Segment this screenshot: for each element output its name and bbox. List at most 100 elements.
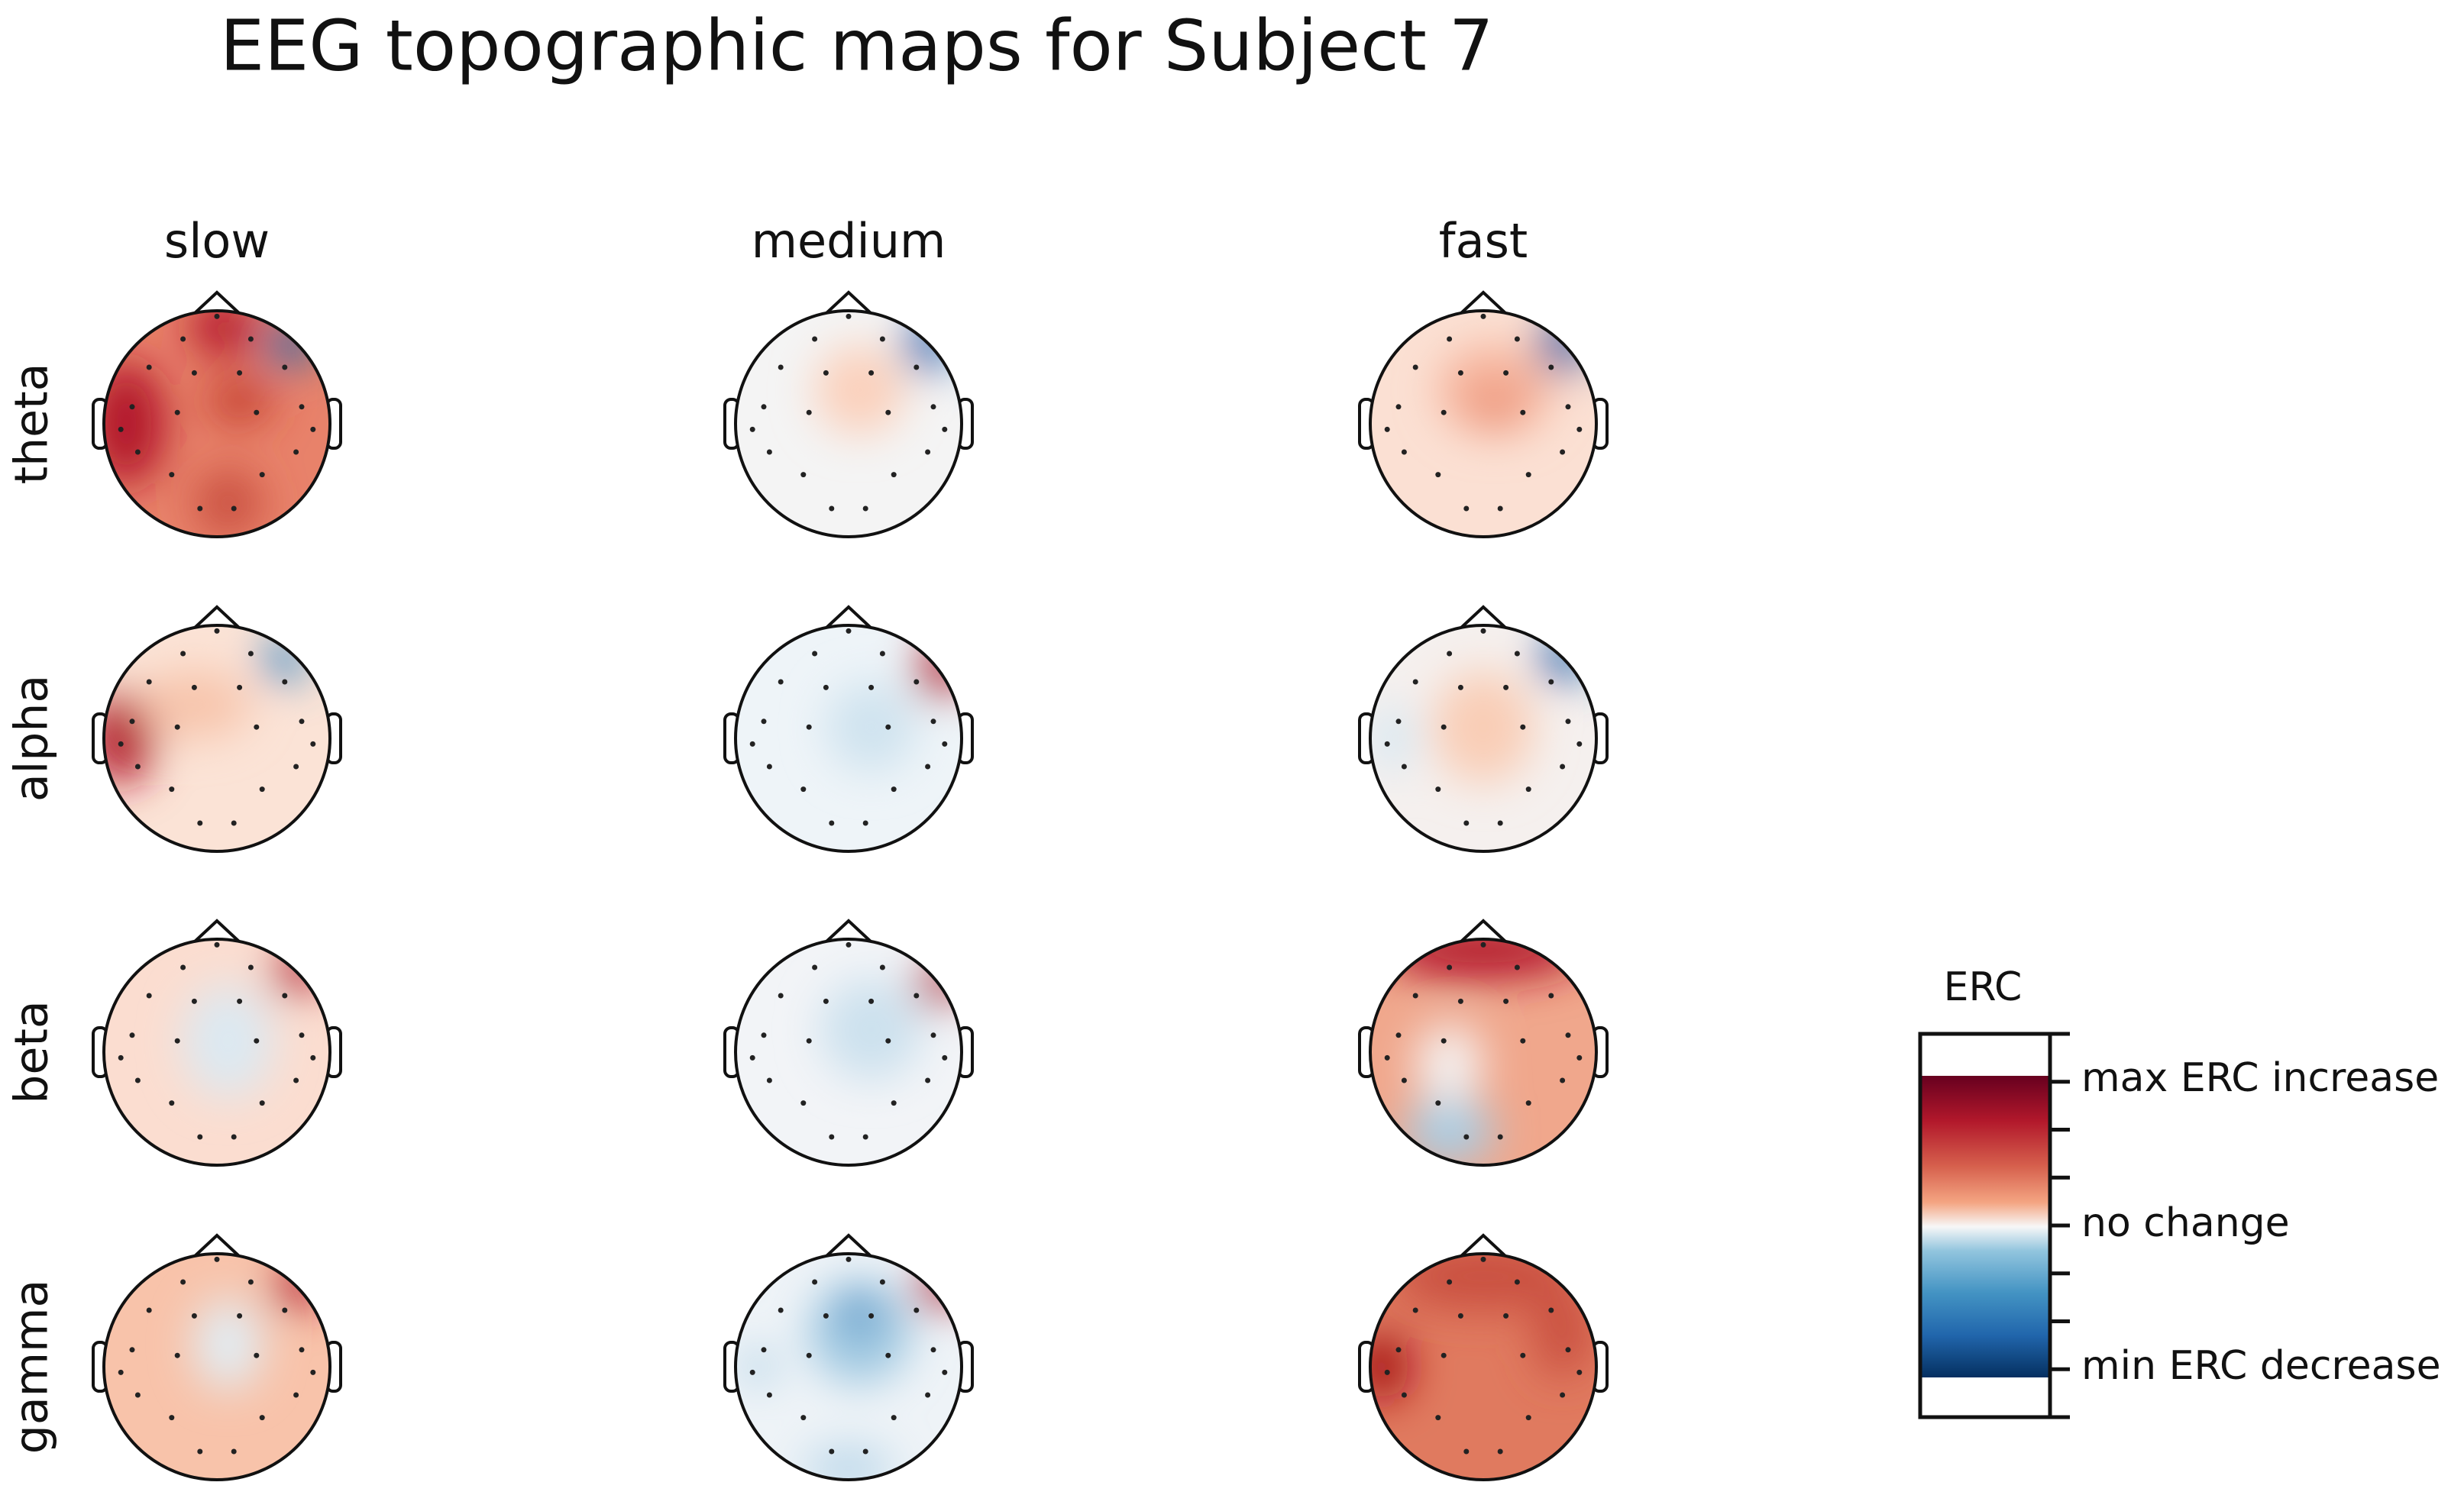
topomap — [92, 919, 342, 1167]
sensor — [766, 1392, 772, 1398]
sensor — [1480, 941, 1486, 948]
sensor — [214, 313, 220, 319]
sensor — [1441, 1038, 1447, 1044]
sensor — [749, 741, 755, 747]
sensor — [925, 1077, 931, 1083]
sensor — [1447, 1279, 1453, 1285]
sensor — [299, 404, 305, 410]
sensor — [146, 993, 152, 999]
sensor — [174, 409, 180, 415]
sensor — [129, 718, 135, 725]
map-blobs — [104, 311, 313, 537]
sensor — [174, 1038, 180, 1044]
colorbar-ticks — [2050, 1032, 2070, 1419]
sensor — [823, 1313, 829, 1319]
sensor — [1441, 724, 1447, 730]
sensor — [778, 364, 784, 370]
map-blob — [1404, 1097, 1495, 1165]
map-fill — [104, 625, 330, 851]
sensor — [749, 1054, 755, 1061]
colorbar-gradient — [1920, 1076, 2050, 1377]
sensor — [1480, 628, 1486, 634]
sensor — [197, 505, 203, 512]
row-label: alpha — [5, 675, 59, 802]
sensor — [1463, 1134, 1470, 1140]
sensor — [197, 820, 203, 826]
sensor — [1548, 679, 1554, 685]
nose — [824, 919, 873, 944]
sensor — [766, 1077, 772, 1083]
sensor — [891, 472, 897, 478]
sensor — [800, 472, 807, 478]
sensor — [829, 820, 835, 826]
sensor — [930, 1347, 936, 1353]
sensor — [806, 1352, 812, 1358]
map-blob — [194, 469, 263, 537]
sensor — [823, 998, 829, 1004]
sensor — [134, 449, 141, 455]
map-blob — [916, 1264, 962, 1310]
sensor — [254, 1038, 260, 1044]
sensor — [1520, 1352, 1526, 1358]
sensor — [891, 1100, 897, 1106]
map-blob — [837, 1293, 883, 1328]
column-label: slow — [164, 213, 270, 269]
head-outline — [734, 309, 963, 538]
sensor — [259, 786, 265, 793]
sensor — [1525, 1415, 1531, 1421]
sensor — [766, 764, 772, 770]
sensor — [1560, 1077, 1566, 1083]
colorbar-label: ERC — [1944, 964, 2023, 1010]
head-outline — [102, 624, 331, 853]
sensor — [282, 679, 288, 685]
topomap — [1358, 605, 1609, 853]
sensor — [885, 1352, 891, 1358]
sensor — [930, 404, 936, 410]
sensor — [1395, 404, 1402, 410]
head-outline — [734, 938, 963, 1167]
map-fill — [736, 1254, 962, 1480]
sensor — [191, 1313, 197, 1319]
nose — [1459, 605, 1508, 630]
sensor — [1565, 1347, 1571, 1353]
sensor — [169, 1100, 175, 1106]
nose — [192, 919, 241, 944]
sensor — [913, 679, 920, 685]
sensor — [885, 724, 891, 730]
sensor — [191, 684, 197, 690]
nose — [824, 290, 873, 315]
sensor — [1412, 1307, 1418, 1313]
nose — [192, 290, 241, 315]
sensor — [118, 1369, 124, 1375]
sensor — [1497, 820, 1503, 826]
sensor — [1525, 472, 1531, 478]
sensor — [1497, 1134, 1503, 1140]
sensor — [299, 718, 305, 725]
sensor — [1576, 426, 1583, 432]
sensor — [1503, 684, 1509, 690]
sensor — [925, 1392, 931, 1398]
sensor — [118, 1054, 124, 1061]
topomap — [92, 1233, 342, 1481]
sensor — [1463, 820, 1470, 826]
sensor — [800, 786, 807, 793]
sensor — [1520, 409, 1526, 415]
topomap — [1358, 290, 1609, 538]
sensor — [1576, 741, 1583, 747]
sensor — [1525, 1100, 1531, 1106]
sensor — [1457, 1313, 1463, 1319]
sensor — [180, 964, 186, 970]
sensor — [129, 1347, 135, 1353]
sensor — [913, 1307, 920, 1313]
sensor — [749, 426, 755, 432]
sensor — [1514, 1279, 1520, 1285]
map-blob — [267, 321, 313, 367]
sensor — [247, 651, 254, 657]
nose — [824, 1233, 873, 1258]
colorbar-tick-label: min ERC decrease — [2081, 1343, 2441, 1389]
sensor — [191, 998, 197, 1004]
sensor — [259, 1100, 265, 1106]
sensor — [1435, 1100, 1441, 1106]
